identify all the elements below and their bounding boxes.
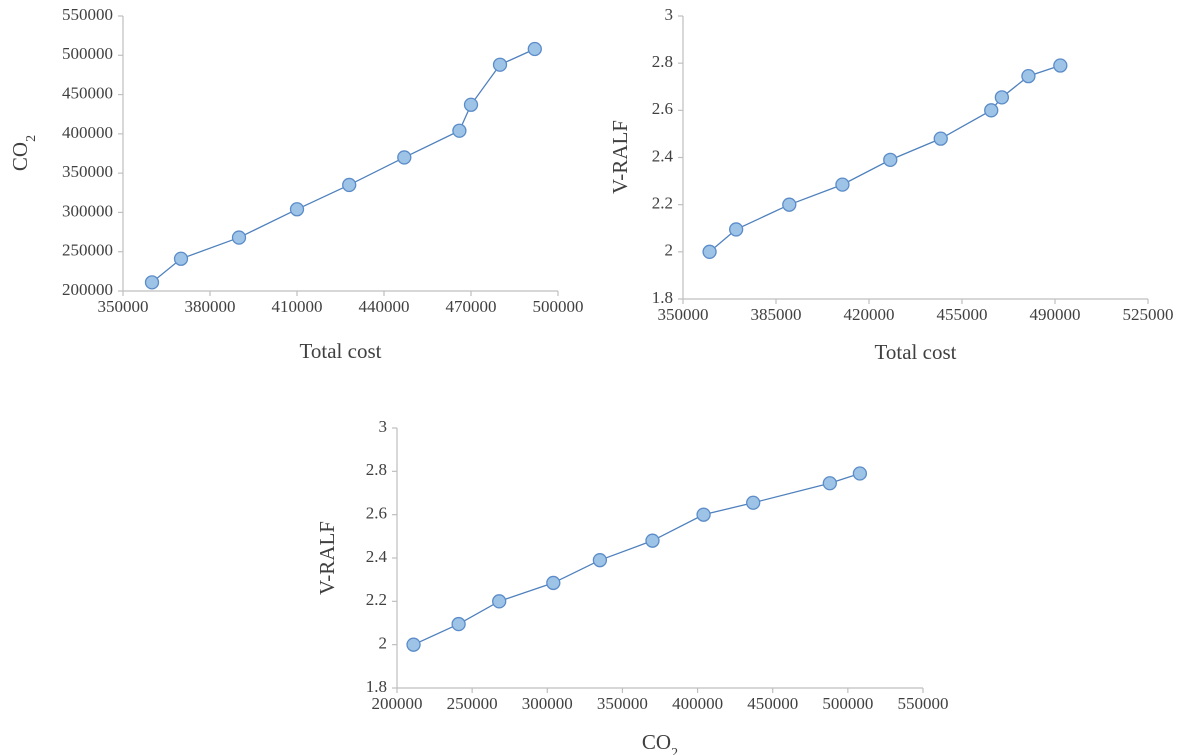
chart-co2-vs-total-cost: 200000 250000 300000 350000 400000 450000 5000…	[8, 5, 584, 363]
data-point	[463, 97, 479, 112]
y-tick-label: 550000	[62, 5, 113, 24]
chart-vralf-vs-co2: 1.8 2 2.2 2.4 2.6 2.8 3 200000 250000 300000 35000…	[315, 417, 949, 755]
x-tick-label: 450000	[747, 694, 798, 713]
data-point	[994, 90, 1010, 105]
y-tick-label: 2.2	[366, 590, 387, 609]
x-axis-title: Total cost	[875, 340, 957, 364]
data-point	[492, 57, 508, 72]
data-point	[728, 222, 744, 237]
data-point	[342, 177, 357, 193]
y-tick-label: 2.4	[652, 146, 674, 165]
x-tick-label: 350000	[98, 297, 149, 316]
y-tick-label: 2	[379, 634, 388, 653]
x-tick-label: 410000	[272, 297, 323, 316]
label-base: CO	[8, 142, 32, 171]
series-line	[413, 472, 861, 646]
y-tick-label: 200000	[62, 280, 113, 299]
y-tick-label: 350000	[62, 162, 113, 181]
x-tick-label: 525000	[1123, 305, 1174, 324]
x-tick-label: 250000	[447, 694, 498, 713]
y-tick-label: 2.8	[652, 52, 673, 71]
y-tick-label: 2.2	[652, 194, 673, 213]
x-tick-label: 500000	[822, 694, 873, 713]
y-tick-label: 1.8	[652, 288, 673, 307]
data-point	[822, 476, 837, 491]
y-tick-label: 2.6	[366, 504, 387, 523]
x-tick-label: 350000	[658, 305, 709, 324]
y-tick-label: 2	[665, 241, 674, 260]
label-base: CO	[642, 730, 671, 754]
data-point	[546, 575, 561, 591]
x-axis-title: CO2	[642, 730, 678, 755]
data-point	[933, 131, 948, 146]
x-tick-label: 550000	[898, 694, 949, 713]
x-tick-label: 490000	[1030, 305, 1081, 324]
data-point	[746, 495, 761, 510]
data-point	[397, 150, 412, 165]
y-tick-label: 3	[665, 5, 674, 24]
data-point	[527, 41, 542, 57]
data-point	[645, 533, 660, 548]
series-line	[151, 48, 536, 283]
data-point	[451, 616, 466, 632]
x-tick-label: 400000	[672, 694, 723, 713]
y-tick-label: 300000	[62, 201, 113, 220]
y-tick-label: 3	[379, 417, 388, 436]
data-point	[173, 251, 189, 266]
data-point	[1021, 68, 1036, 84]
y-tick-label: 2.6	[652, 99, 673, 118]
data-point	[883, 152, 898, 168]
y-tick-label: 250000	[62, 241, 113, 260]
x-tick-label: 380000	[185, 297, 236, 316]
y-axis-title: CO2	[8, 135, 39, 171]
x-tick-label: 440000	[359, 297, 410, 316]
data-point	[782, 197, 797, 212]
data-point	[492, 594, 507, 609]
y-axis-title: V-RALF	[608, 120, 632, 194]
x-tick-label: 350000	[597, 694, 648, 713]
y-tick-label: 2.8	[366, 460, 387, 479]
x-axis-title: Total cost	[300, 339, 382, 363]
data-point	[592, 553, 608, 568]
x-tick-label: 500000	[533, 297, 584, 316]
data-point	[1053, 58, 1068, 73]
y-tick-label: 1.8	[366, 677, 387, 696]
series-line	[709, 64, 1061, 253]
label-subscript: 2	[24, 135, 39, 142]
data-point	[452, 123, 467, 138]
data-point	[852, 466, 868, 481]
y-tick-label: 500000	[62, 44, 113, 63]
x-tick-label: 300000	[522, 694, 573, 713]
x-tick-label: 200000	[372, 694, 423, 713]
data-point	[289, 202, 305, 217]
data-point	[835, 177, 850, 192]
data-point	[984, 103, 999, 118]
y-tick-label: 2.4	[366, 547, 388, 566]
y-tick-label: 400000	[62, 123, 113, 142]
x-tick-label: 455000	[937, 305, 988, 324]
label-subscript: 2	[671, 746, 678, 755]
y-axis-title: V-RALF	[315, 521, 339, 595]
x-tick-label: 470000	[446, 297, 497, 316]
y-tick-label: 450000	[62, 83, 113, 102]
chart-vralf-vs-total-cost: 1.8 2 2.2 2.4 2.6 2.8 3 350000 385000 420000 45500…	[608, 5, 1174, 364]
data-point	[144, 275, 160, 290]
data-point	[702, 244, 717, 259]
data-point	[696, 507, 711, 522]
data-point	[231, 230, 247, 245]
data-point	[406, 637, 421, 652]
x-tick-label: 385000	[751, 305, 802, 324]
x-tick-label: 420000	[844, 305, 895, 324]
